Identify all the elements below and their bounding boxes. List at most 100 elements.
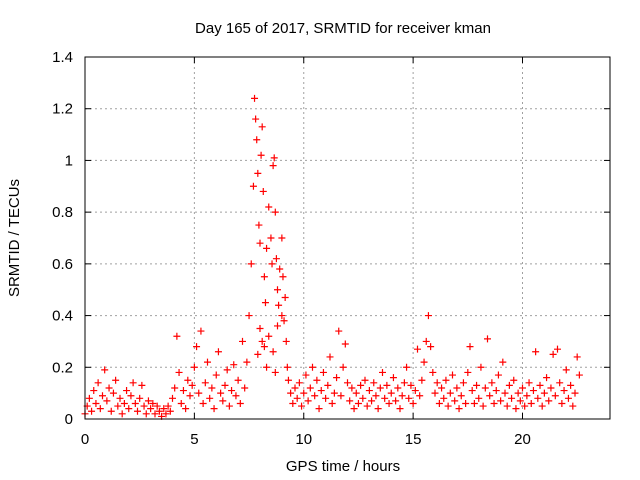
data-point [263, 244, 271, 252]
data-point [212, 371, 220, 379]
data-point [144, 397, 152, 405]
data-point [350, 405, 358, 413]
data-point [134, 407, 141, 415]
data-point [142, 410, 150, 418]
data-point [193, 343, 201, 351]
data-point [114, 402, 122, 410]
data-point [280, 317, 288, 325]
data-point [411, 387, 419, 395]
data-point [429, 368, 437, 376]
data-point [278, 234, 286, 242]
data-point [564, 394, 572, 402]
data-point [571, 389, 579, 397]
data-point [409, 399, 417, 407]
x-tick-label: 15 [405, 431, 422, 448]
data-point [398, 392, 406, 400]
data-point [101, 366, 109, 374]
data-point [258, 337, 266, 345]
data-point [94, 379, 102, 387]
data-point [484, 335, 491, 343]
data-point [243, 358, 251, 366]
data-point [514, 389, 522, 397]
data-point [162, 410, 170, 418]
data-point [339, 363, 347, 371]
data-point [444, 402, 452, 410]
y-tick-labels: 0 0.2 0.4 0.6 0.8 1 1.2 1.4 [52, 49, 73, 428]
data-point [547, 384, 555, 392]
plot-frame [84, 56, 611, 420]
data-point [177, 399, 185, 407]
data-point [254, 350, 262, 358]
data-point [556, 379, 564, 387]
data-point [217, 389, 225, 397]
data-point [346, 397, 354, 405]
data-point [538, 402, 546, 410]
data-point [438, 384, 446, 392]
data-point [427, 343, 435, 351]
data-point [263, 363, 271, 371]
data-point [477, 363, 485, 371]
data-point [275, 301, 283, 309]
data-point [357, 381, 365, 389]
data-point [322, 394, 330, 402]
data-point [549, 350, 557, 358]
data-point [361, 376, 369, 384]
data-point [251, 94, 259, 102]
data-point [527, 399, 535, 407]
data-point [228, 387, 236, 395]
data-point [486, 392, 494, 400]
data-point [313, 376, 321, 384]
data-point [328, 399, 336, 407]
data-point [468, 387, 476, 395]
data-point [470, 399, 478, 407]
data-point [387, 389, 395, 397]
data-point [99, 392, 106, 400]
data-point [558, 399, 566, 407]
data-point [573, 353, 581, 361]
data-point [123, 387, 131, 395]
data-point [575, 371, 583, 379]
data-point [326, 353, 334, 361]
y-tick-label: 0 [65, 411, 73, 428]
data-point [400, 379, 408, 387]
axis-ticks [84, 56, 610, 420]
data-point [554, 345, 561, 353]
data-point [348, 384, 356, 392]
data-point [433, 379, 441, 387]
data-point [283, 363, 291, 371]
data-point [503, 402, 511, 410]
x-tick-label: 0 [81, 431, 89, 448]
data-point [569, 402, 577, 410]
data-point [279, 273, 287, 281]
data-point [453, 384, 461, 392]
data-point [166, 407, 174, 415]
data-point [385, 399, 393, 407]
data-point [354, 399, 362, 407]
data-point [333, 374, 341, 382]
data-point [481, 384, 489, 392]
data-point [562, 366, 570, 374]
data-point [221, 381, 229, 389]
data-point [230, 361, 238, 369]
y-tick-label: 0.2 [52, 359, 73, 376]
data-point [501, 389, 509, 397]
data-point [245, 312, 253, 320]
data-point [512, 405, 520, 413]
data-point [449, 371, 456, 379]
data-point [184, 376, 192, 384]
y-tick-label: 1.4 [52, 49, 73, 66]
data-point [214, 348, 222, 356]
data-point [190, 363, 198, 371]
data-point [90, 387, 98, 395]
data-point [125, 405, 133, 413]
data-point [257, 151, 265, 159]
y-axis-label: SRMTID / TECUs [6, 179, 23, 297]
data-point [284, 376, 292, 384]
y-tick-label: 1.2 [52, 101, 73, 118]
data-point [131, 399, 139, 407]
data-point [551, 392, 559, 400]
data-point [204, 358, 211, 366]
data-point [147, 405, 155, 413]
y-tick-label: 0.4 [52, 308, 73, 325]
data-point [383, 381, 391, 389]
